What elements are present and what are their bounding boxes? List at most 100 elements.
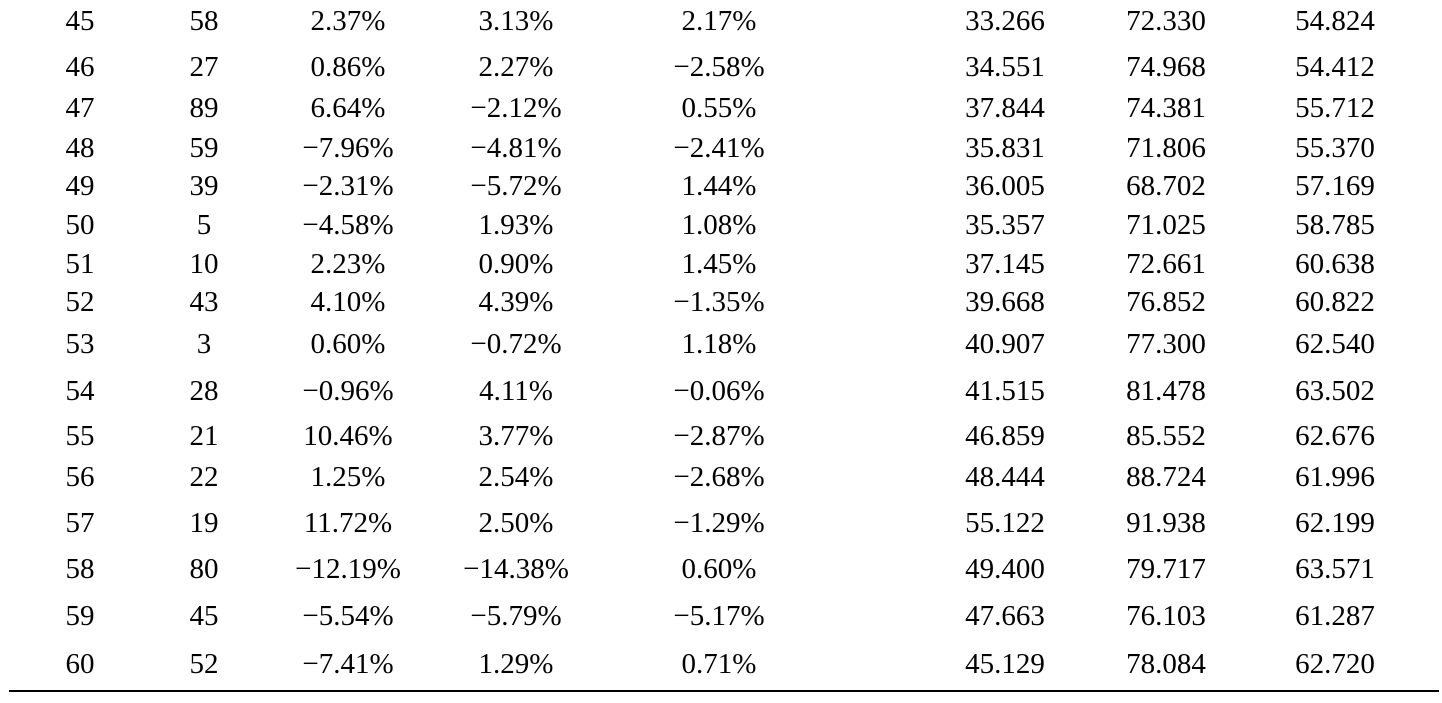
table-cell: 76.852 — [1126, 286, 1206, 318]
table-cell: 4.10% — [310, 286, 386, 318]
table-cell: −2.58% — [673, 51, 765, 83]
table-cell: 1.93% — [478, 209, 554, 241]
table-cell: 2.54% — [478, 461, 554, 493]
table-row: 59 45 −5.54% −5.79% −5.17% 47.663 76.103 61.287 — [0, 596, 1442, 636]
table-cell: 74.381 — [1126, 92, 1206, 124]
table-cell: 52 — [65, 286, 95, 318]
table-cell: 71.806 — [1126, 132, 1206, 164]
table-cell: 71.025 — [1126, 209, 1206, 241]
table-cell: 40.907 — [965, 328, 1045, 360]
table-cell: 37.844 — [965, 92, 1045, 124]
table-cell: 52 — [189, 648, 219, 680]
table-cell: 27 — [189, 51, 219, 83]
table-cell: 35.357 — [965, 209, 1045, 241]
table-cell: 19 — [189, 507, 219, 539]
table-row: 50 5 −4.58% 1.93% 1.08% 35.357 71.025 58.785 — [0, 205, 1442, 245]
table-cell: 62.720 — [1295, 648, 1375, 680]
table-cell: −0.72% — [470, 328, 562, 360]
table-cell: 5 — [196, 209, 212, 241]
table-cell: 58 — [189, 5, 219, 37]
table-cell: 45 — [65, 5, 95, 37]
table-cell: −7.41% — [302, 648, 394, 680]
table-cell: 55 — [65, 420, 95, 452]
table-cell: −1.29% — [673, 507, 765, 539]
table-cell: 49 — [65, 170, 95, 202]
table-cell: 50 — [65, 209, 95, 241]
table-bottom-rule — [9, 690, 1439, 692]
table-cell: 10.46% — [303, 420, 393, 452]
table-cell: 0.60% — [681, 553, 757, 585]
table-cell: 35.831 — [965, 132, 1045, 164]
table-cell: 63.502 — [1295, 375, 1375, 407]
table-row: 51 10 2.23% 0.90% 1.45% 37.145 72.661 60.638 — [0, 244, 1442, 284]
table-cell: −2.31% — [302, 170, 394, 202]
table-cell: 2.50% — [478, 507, 554, 539]
table-cell: −0.96% — [302, 375, 394, 407]
table-cell: 60 — [65, 648, 95, 680]
table-row: 46 27 0.86% 2.27% −2.58% 34.551 74.968 54.412 — [0, 47, 1442, 87]
table-cell: 39.668 — [965, 286, 1045, 318]
table-cell: 60.638 — [1295, 248, 1375, 280]
table-cell: 62.540 — [1295, 328, 1375, 360]
table-cell: 81.478 — [1126, 375, 1206, 407]
table-cell: 68.702 — [1126, 170, 1206, 202]
table-cell: −5.72% — [470, 170, 562, 202]
table-cell: 54.412 — [1295, 51, 1375, 83]
table-cell: 33.266 — [965, 5, 1045, 37]
table-cell: 62.676 — [1295, 420, 1375, 452]
table-cell: 47.663 — [965, 600, 1045, 632]
table-cell: 3.13% — [478, 5, 554, 37]
table-row: 57 19 11.72% 2.50% −1.29% 55.122 91.938 62.199 — [0, 503, 1442, 543]
table-cell: −2.41% — [673, 132, 765, 164]
table-row: 52 43 4.10% 4.39% −1.35% 39.668 76.852 60.822 — [0, 282, 1442, 322]
table-row: 54 28 −0.96% 4.11% −0.06% 41.515 81.478 63.502 — [0, 371, 1442, 411]
table-cell: 1.08% — [681, 209, 757, 241]
table-cell: 63.571 — [1295, 553, 1375, 585]
table-cell: 1.29% — [478, 648, 554, 680]
table-cell: 57 — [65, 507, 95, 539]
table-cell: 55.712 — [1295, 92, 1375, 124]
table-cell: 21 — [189, 420, 219, 452]
table-cell: 61.996 — [1295, 461, 1375, 493]
table-cell: 89 — [189, 92, 219, 124]
table-cell: 39 — [189, 170, 219, 202]
table-cell: 2.17% — [681, 5, 757, 37]
table-cell: −2.87% — [673, 420, 765, 452]
table-cell: −12.19% — [295, 553, 401, 585]
table-cell: 4.11% — [479, 375, 553, 407]
table-cell: 48.444 — [965, 461, 1045, 493]
table-cell: 62.199 — [1295, 507, 1375, 539]
table-cell: −5.79% — [470, 600, 562, 632]
table-cell: 88.724 — [1126, 461, 1206, 493]
table-cell: 28 — [189, 375, 219, 407]
table-cell: 91.938 — [1126, 507, 1206, 539]
table-cell: 4.39% — [478, 286, 554, 318]
table-cell: −4.81% — [470, 132, 562, 164]
table-row: 53 3 0.60% −0.72% 1.18% 40.907 77.300 62.540 — [0, 324, 1442, 364]
table-cell: 3 — [196, 328, 212, 360]
table-cell: −5.54% — [302, 600, 394, 632]
table-row: 56 22 1.25% 2.54% −2.68% 48.444 88.724 61.996 — [0, 457, 1442, 497]
table-cell: 47 — [65, 92, 95, 124]
table-row: 49 39 −2.31% −5.72% 1.44% 36.005 68.702 57.169 — [0, 166, 1442, 206]
table-cell: 79.717 — [1126, 553, 1206, 585]
table-cell: −2.12% — [470, 92, 562, 124]
table-row: 60 52 −7.41% 1.29% 0.71% 45.129 78.084 62.720 — [0, 644, 1442, 684]
table-cell: 80 — [189, 553, 219, 585]
table-cell: 2.37% — [310, 5, 386, 37]
table-cell: −4.58% — [302, 209, 394, 241]
table-cell: 46 — [65, 51, 95, 83]
table-cell: 51 — [65, 248, 95, 280]
table-cell: −1.35% — [673, 286, 765, 318]
table-cell: 59 — [65, 600, 95, 632]
table-row: 48 59 −7.96% −4.81% −2.41% 35.831 71.806 55.370 — [0, 128, 1442, 168]
table-cell: 48 — [65, 132, 95, 164]
table-cell: 78.084 — [1126, 648, 1206, 680]
table-row: 55 21 10.46% 3.77% −2.87% 46.859 85.552 62.676 — [0, 416, 1442, 456]
table-cell: 2.27% — [478, 51, 554, 83]
table-cell: 36.005 — [965, 170, 1045, 202]
table-cell: 1.44% — [681, 170, 757, 202]
table-cell: 77.300 — [1126, 328, 1206, 360]
table-cell: 72.330 — [1126, 5, 1206, 37]
